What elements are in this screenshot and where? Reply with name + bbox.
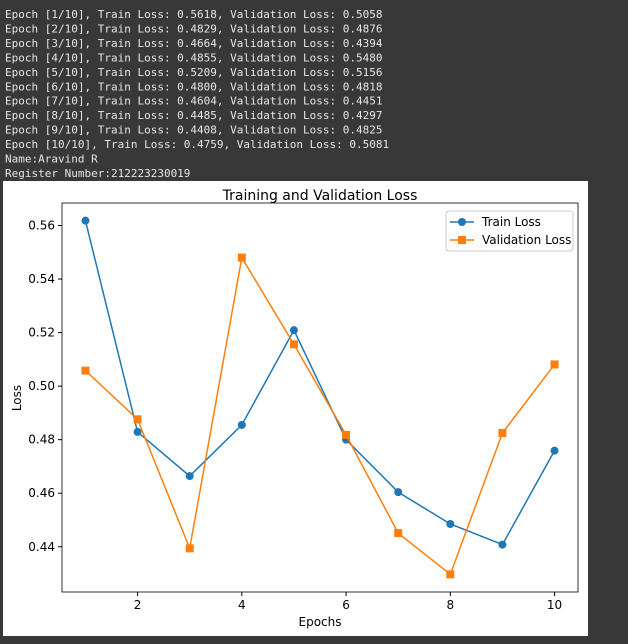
data-point <box>342 430 351 439</box>
legend-label: Train Loss <box>481 215 541 229</box>
x-axis-label: Epochs <box>299 615 342 629</box>
console-line: Epoch [2/10], Train Loss: 0.4829, Valida… <box>5 22 383 35</box>
data-point <box>133 415 142 424</box>
data-point <box>498 540 507 549</box>
data-point <box>498 428 507 437</box>
console-line: Epoch [1/10], Train Loss: 0.5618, Valida… <box>5 8 383 21</box>
data-point <box>550 360 559 369</box>
legend-label: Validation Loss <box>482 233 571 247</box>
y-tick-label: 0.46 <box>28 486 55 500</box>
y-tick-label: 0.48 <box>28 433 55 447</box>
x-tick-label: 6 <box>342 598 350 612</box>
console-line: Epoch [9/10], Train Loss: 0.4408, Valida… <box>5 124 383 137</box>
data-point <box>185 544 194 553</box>
console-line: Name:Aravind R <box>5 153 98 166</box>
y-tick-label: 0.54 <box>28 272 55 286</box>
data-point <box>185 472 194 481</box>
data-point <box>550 446 559 455</box>
data-point <box>237 253 246 262</box>
x-tick-label: 2 <box>134 598 142 612</box>
console-line: Epoch [6/10], Train Loss: 0.4800, Valida… <box>5 80 383 93</box>
legend-box <box>445 210 574 252</box>
x-tick-label: 8 <box>446 598 454 612</box>
console-line: Epoch [7/10], Train Loss: 0.4604, Valida… <box>5 95 383 108</box>
plot-frame <box>61 202 579 593</box>
x-tick-label: 10 <box>547 598 562 612</box>
console-line: Epoch [8/10], Train Loss: 0.4485, Valida… <box>5 109 383 122</box>
data-point <box>394 488 403 497</box>
data-point <box>446 519 455 528</box>
chart-title: Training and Validation Loss <box>222 188 418 204</box>
data-point <box>81 216 90 225</box>
data-point <box>446 570 455 579</box>
data-point <box>394 529 403 538</box>
data-point <box>289 326 298 335</box>
y-tick-label: 0.44 <box>28 540 55 554</box>
data-point <box>133 427 142 436</box>
data-point <box>81 366 90 375</box>
console-line: Epoch [3/10], Train Loss: 0.4664, Valida… <box>5 37 383 50</box>
y-axis-label: Loss <box>10 385 24 411</box>
x-tick-label: 4 <box>238 598 246 612</box>
data-point <box>237 420 246 429</box>
console-line: Register Number:212223230019 <box>5 167 190 180</box>
data-point <box>289 340 298 349</box>
console-line: Epoch [5/10], Train Loss: 0.5209, Valida… <box>5 66 383 79</box>
series-line <box>84 255 556 576</box>
legend-marker <box>458 218 466 226</box>
console-line: Epoch [10/10], Train Loss: 0.4759, Valid… <box>5 138 389 151</box>
console-line: Epoch [4/10], Train Loss: 0.4855, Valida… <box>5 51 383 64</box>
legend-marker <box>458 236 466 244</box>
y-tick-label: 0.50 <box>28 379 55 393</box>
series-line <box>84 220 556 546</box>
figure <box>3 181 588 636</box>
y-tick-label: 0.52 <box>28 326 55 340</box>
y-tick-label: 0.56 <box>28 218 55 232</box>
